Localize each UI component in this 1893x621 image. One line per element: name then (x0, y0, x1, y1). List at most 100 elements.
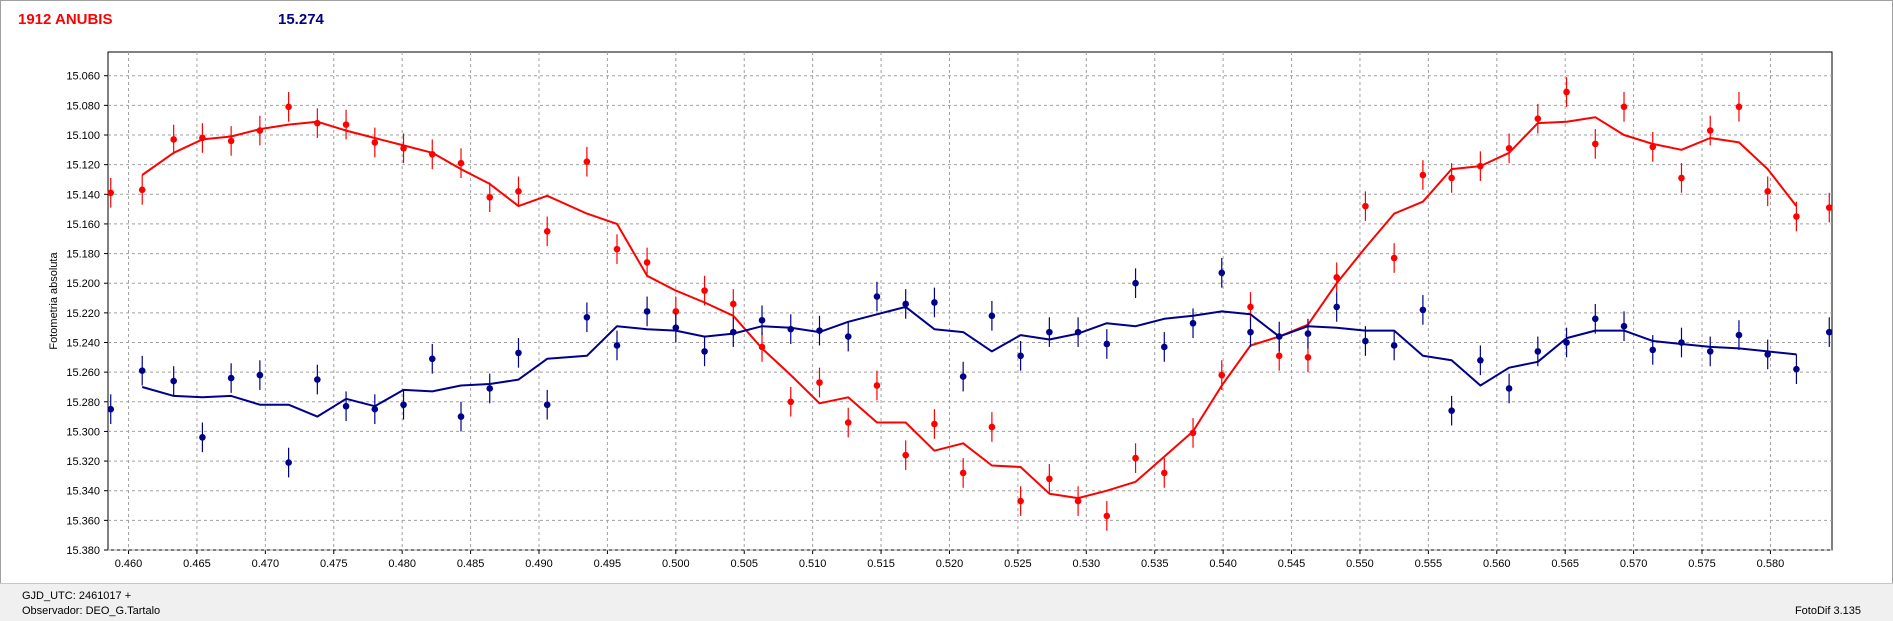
series-1-point (314, 376, 321, 383)
series-1-point (1477, 356, 1484, 364)
series-0-point (1275, 352, 1283, 360)
series-1-point (1275, 333, 1283, 340)
series-0-point (816, 379, 823, 386)
series-0-point (1160, 469, 1168, 477)
series-0-point (227, 137, 235, 145)
series-1-point (1390, 342, 1398, 349)
series-0-point (314, 119, 321, 127)
x-tick-label: 0.470 (252, 558, 280, 570)
x-tick-label: 0.460 (115, 558, 143, 570)
y-tick-label: 15.100 (66, 130, 100, 142)
series-1-point (428, 355, 436, 363)
series-0-point (672, 308, 680, 315)
series-0-point (1247, 303, 1254, 311)
series-0-point (285, 103, 292, 111)
observer-label: Observador: DEO_G.Tartalo (22, 605, 161, 617)
series-0-point (1362, 202, 1369, 210)
series-1-point (1563, 339, 1570, 346)
y-tick-label: 15.280 (66, 397, 100, 409)
series-1-point (1160, 343, 1168, 351)
series-0-point (1390, 254, 1398, 262)
series-0-point (1793, 213, 1800, 220)
series-0-point (1074, 497, 1082, 505)
series-0-point (1563, 88, 1570, 96)
x-tick-label: 0.510 (799, 558, 827, 570)
y-tick-label: 15.360 (66, 515, 100, 527)
series-1-point (844, 333, 852, 340)
series-0-point (1477, 162, 1484, 170)
series-0-point (1132, 454, 1139, 462)
software-version: FotoDif 3.135 (1794, 605, 1861, 617)
series-1-point (1505, 385, 1513, 392)
series-0-point (1735, 103, 1743, 111)
series-0-point (1333, 273, 1340, 281)
y-tick-label: 15.060 (66, 71, 100, 83)
series-0-point (701, 287, 708, 294)
x-tick-label: 0.495 (594, 558, 622, 570)
x-tick-label: 0.575 (1688, 558, 1716, 570)
x-tick-label: 0.465 (183, 558, 211, 570)
series-1-point (457, 413, 465, 420)
x-tick-label: 0.525 (1004, 558, 1032, 570)
series-1-point (1706, 348, 1714, 355)
x-tick-label: 0.530 (1073, 558, 1101, 570)
series-1-point (1247, 328, 1254, 336)
series-1-point (1764, 351, 1771, 358)
series-0-point (844, 419, 852, 426)
x-tick-label: 0.490 (525, 558, 553, 570)
series-1-point (1620, 322, 1628, 330)
series-1-point (583, 314, 591, 321)
series-0-point (457, 159, 465, 167)
x-tick-label: 0.485 (457, 558, 485, 570)
series-1-point (1419, 306, 1427, 314)
series-1-point (1132, 279, 1139, 287)
x-tick-label: 0.535 (1141, 558, 1169, 570)
series-0-point (583, 158, 591, 165)
series-0-point (787, 398, 795, 406)
x-tick-label: 0.505 (730, 558, 758, 570)
light-curve-chart: 0.460 0.465 0.470 0.475 0.480 0.485 0.490 0.495… (48, 51, 1833, 570)
series-0-point (138, 186, 146, 194)
y-tick-label: 15.120 (66, 160, 100, 172)
series-0-fit-line (141, 116, 1798, 500)
x-tick-label: 0.545 (1278, 558, 1306, 570)
series-1-point (1825, 328, 1833, 336)
series-1-point (515, 349, 522, 357)
series-1-point (400, 401, 407, 409)
series-1-point (729, 328, 737, 336)
series-0-point (1591, 140, 1599, 148)
series-0-point (256, 127, 264, 134)
mean-magnitude: 15.274 (278, 11, 324, 28)
y-tick-label: 15.260 (66, 367, 100, 379)
series-1-point (672, 324, 680, 331)
y-tick-label: 15.240 (66, 338, 100, 350)
series-0-point (643, 259, 651, 266)
series-1-point (758, 316, 766, 324)
series-0-point (873, 382, 881, 389)
series-1-point (342, 402, 350, 410)
series-1-point (256, 371, 264, 379)
y-tick-label: 15.080 (66, 100, 100, 112)
series-1-point (170, 377, 177, 385)
series-0-point (1017, 497, 1024, 505)
series-0-point (199, 134, 206, 142)
x-tick-label: 0.555 (1415, 558, 1443, 570)
series-0-point (1448, 174, 1455, 182)
series-1-point (1304, 330, 1312, 337)
x-tick-label: 0.520 (936, 558, 964, 570)
series-1-point (701, 348, 708, 355)
y-tick-label: 15.140 (66, 189, 100, 201)
series-0-point (988, 423, 996, 431)
x-tick-label: 0.480 (388, 558, 416, 570)
series-0-point (515, 188, 522, 195)
series-0-point (729, 300, 737, 308)
plot-area (107, 51, 1833, 551)
series-1-point (138, 367, 146, 374)
series-0-point (1304, 354, 1312, 361)
x-tick-label: 0.570 (1620, 558, 1648, 570)
series-0-point (400, 145, 407, 152)
series-1-point (371, 405, 379, 413)
series-0-point (428, 150, 436, 158)
series-0-point (613, 245, 621, 253)
series-1-point (1793, 365, 1800, 373)
